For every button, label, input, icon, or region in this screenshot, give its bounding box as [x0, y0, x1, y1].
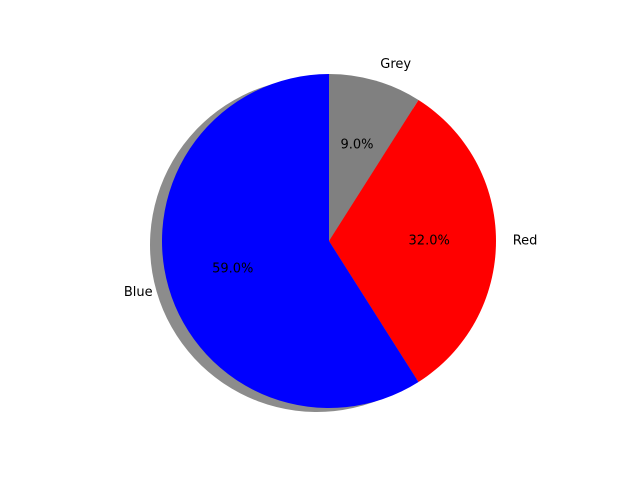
pie-labels: Grey 9.0% Red 32.0% Blue 59.0%: [124, 57, 538, 300]
slice-label-red: Red: [513, 234, 538, 249]
slice-percent-blue: 59.0%: [212, 261, 253, 276]
slice-percent-grey: 9.0%: [340, 137, 373, 152]
pie-slice-grey: [329, 74, 419, 241]
slice-label-grey: Grey: [380, 57, 411, 72]
slice-label-blue: Blue: [124, 285, 153, 300]
pie-slice-red: [329, 99, 497, 383]
pie-slice-blue: [162, 74, 419, 408]
slice-percent-red: 32.0%: [409, 234, 450, 249]
pie-slices: [162, 74, 497, 408]
